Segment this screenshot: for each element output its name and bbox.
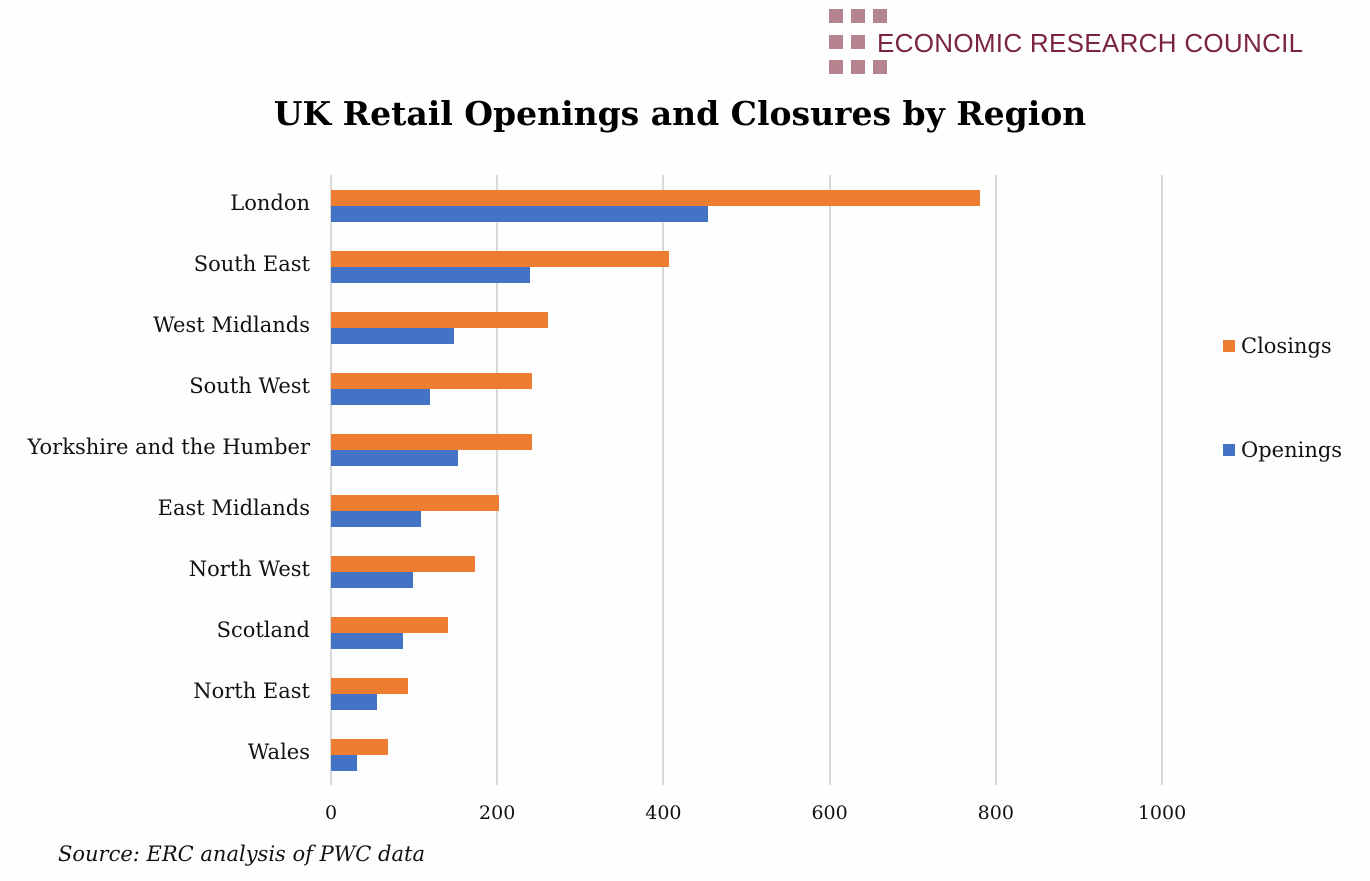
x-tick-label: 800: [977, 802, 1014, 824]
bar-closings: [331, 190, 980, 206]
x-tick-label: 0: [324, 802, 338, 824]
bar-openings: [331, 328, 454, 344]
bar-openings: [331, 694, 377, 710]
gridline: [662, 175, 665, 785]
bar-openings: [331, 206, 709, 222]
gridline: [994, 175, 997, 785]
bar-closings: [331, 678, 409, 694]
bar-closings: [331, 312, 548, 328]
bar-closings: [331, 373, 533, 389]
bar-openings: [331, 572, 414, 588]
bar-closings: [331, 617, 449, 633]
openings-swatch-icon: [1223, 444, 1235, 456]
legend-item-openings: Openings: [1223, 438, 1342, 462]
x-tick-label: 400: [645, 802, 682, 824]
x-tick-label: 200: [479, 802, 516, 824]
bar-closings: [331, 556, 475, 572]
source-note: Source: ERC analysis of PWC data: [58, 842, 425, 866]
bar-openings: [331, 511, 421, 527]
category-label: North West: [188, 557, 310, 581]
bar-openings: [331, 267, 531, 283]
bar-openings: [331, 389, 430, 405]
bar-closings: [331, 251, 670, 267]
gridline: [330, 175, 332, 785]
chart-title: UK Retail Openings and Closures by Regio…: [273, 94, 1087, 133]
gridline: [828, 175, 831, 785]
category-label: West Midlands: [153, 313, 310, 337]
category-label: North East: [193, 679, 310, 703]
category-label: Wales: [247, 740, 310, 764]
category-label: South East: [193, 252, 310, 276]
bar-closings: [331, 739, 389, 755]
x-tick-label: 1000: [1137, 802, 1187, 824]
category-label: Yorkshire and the Humber: [27, 435, 311, 459]
bar-closings: [331, 434, 533, 450]
gridline: [1161, 175, 1163, 785]
logo-text: ECONOMIC RESEARCH COUNCIL: [877, 28, 1304, 58]
x-tick-label: 600: [811, 802, 848, 824]
legend-item-closings: Closings: [1223, 334, 1332, 358]
closings-swatch-icon: [1223, 340, 1235, 352]
logo-squares-icon: [829, 9, 891, 75]
category-label: East Midlands: [157, 496, 310, 520]
category-label: London: [230, 191, 310, 215]
bar-closings: [331, 495, 499, 511]
plot-area: [330, 175, 1163, 785]
bar-openings: [331, 633, 404, 649]
bar-openings: [331, 450, 459, 466]
gridline: [496, 175, 499, 785]
bar-openings: [331, 755, 357, 771]
category-label: Scotland: [216, 618, 310, 642]
legend-label: Openings: [1241, 438, 1343, 462]
legend-label: Closings: [1241, 334, 1332, 358]
category-label: South West: [189, 374, 310, 398]
